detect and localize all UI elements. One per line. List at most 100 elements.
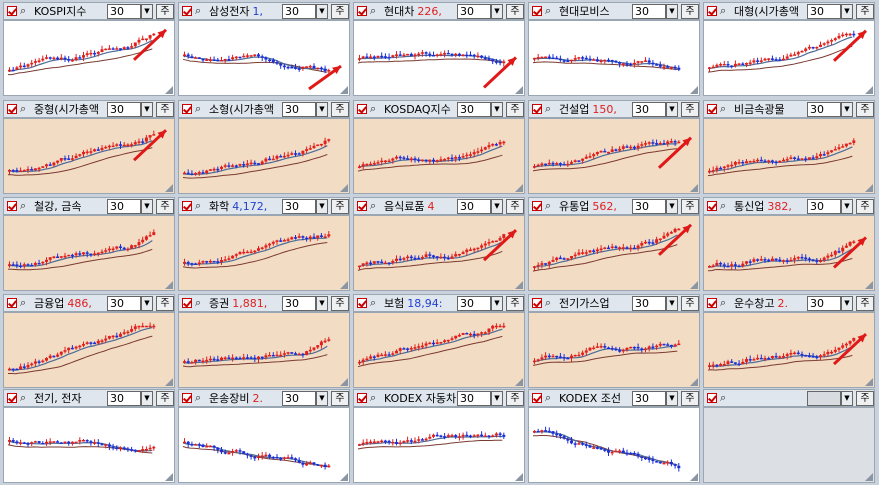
search-icon[interactable]: ⌕	[195, 102, 202, 115]
period-input[interactable]: 30	[107, 4, 141, 19]
resize-grip-icon[interactable]	[515, 281, 523, 289]
mini-chart[interactable]	[353, 20, 525, 96]
period-dropdown-icon[interactable]: ▼	[841, 102, 853, 117]
resize-grip-icon[interactable]	[165, 281, 173, 289]
period-input[interactable]: 30	[457, 4, 491, 19]
weekly-button[interactable]: 주	[506, 102, 524, 117]
checkbox[interactable]	[182, 298, 192, 308]
checkbox[interactable]	[7, 6, 17, 16]
resize-grip-icon[interactable]	[515, 86, 523, 94]
resize-grip-icon[interactable]	[865, 281, 873, 289]
weekly-button[interactable]: 주	[156, 102, 174, 117]
weekly-button[interactable]: 주	[331, 391, 349, 406]
checkbox[interactable]	[707, 104, 717, 114]
period-dropdown-icon[interactable]: ▼	[316, 4, 328, 19]
period-dropdown-icon[interactable]: ▼	[666, 4, 678, 19]
search-icon[interactable]: ⌕	[195, 296, 202, 309]
search-icon[interactable]: ⌕	[720, 102, 727, 115]
period-dropdown-icon[interactable]: ▼	[841, 296, 853, 311]
period-dropdown-icon[interactable]: ▼	[666, 296, 678, 311]
period-input[interactable]: 30	[107, 199, 141, 214]
period-dropdown-icon[interactable]: ▼	[491, 199, 503, 214]
mini-chart[interactable]	[3, 407, 175, 483]
resize-grip-icon[interactable]	[165, 378, 173, 386]
weekly-button[interactable]: 주	[156, 199, 174, 214]
search-icon[interactable]: ⌕	[545, 296, 552, 309]
period-dropdown-icon[interactable]: ▼	[316, 391, 328, 406]
resize-grip-icon[interactable]	[865, 473, 873, 481]
mini-chart[interactable]	[703, 312, 875, 388]
period-dropdown-icon[interactable]: ▼	[141, 199, 153, 214]
period-dropdown-icon[interactable]: ▼	[841, 391, 853, 406]
checkbox[interactable]	[707, 298, 717, 308]
period-dropdown-icon[interactable]: ▼	[666, 102, 678, 117]
period-input[interactable]: 30	[282, 296, 316, 311]
period-input[interactable]	[807, 391, 841, 406]
weekly-button[interactable]: 주	[331, 296, 349, 311]
period-input[interactable]: 30	[632, 102, 666, 117]
weekly-button[interactable]: 주	[506, 391, 524, 406]
period-dropdown-icon[interactable]: ▼	[666, 199, 678, 214]
period-input[interactable]: 30	[457, 199, 491, 214]
mini-chart[interactable]	[353, 215, 525, 291]
weekly-button[interactable]: 주	[156, 296, 174, 311]
checkbox[interactable]	[532, 104, 542, 114]
mini-chart[interactable]	[3, 118, 175, 194]
period-input[interactable]: 30	[107, 102, 141, 117]
mini-chart[interactable]	[178, 407, 350, 483]
weekly-button[interactable]: 주	[681, 296, 699, 311]
resize-grip-icon[interactable]	[690, 473, 698, 481]
search-icon[interactable]: ⌕	[545, 4, 552, 17]
checkbox[interactable]	[357, 201, 367, 211]
period-dropdown-icon[interactable]: ▼	[141, 296, 153, 311]
period-dropdown-icon[interactable]: ▼	[666, 391, 678, 406]
period-dropdown-icon[interactable]: ▼	[491, 296, 503, 311]
checkbox[interactable]	[707, 6, 717, 16]
resize-grip-icon[interactable]	[865, 378, 873, 386]
period-input[interactable]: 30	[107, 391, 141, 406]
mini-chart[interactable]	[178, 118, 350, 194]
weekly-button[interactable]: 주	[156, 391, 174, 406]
mini-chart[interactable]	[528, 407, 700, 483]
period-dropdown-icon[interactable]: ▼	[316, 102, 328, 117]
period-dropdown-icon[interactable]: ▼	[316, 296, 328, 311]
period-input[interactable]: 30	[807, 102, 841, 117]
resize-grip-icon[interactable]	[515, 184, 523, 192]
checkbox[interactable]	[182, 393, 192, 403]
checkbox[interactable]	[182, 6, 192, 16]
period-input[interactable]: 30	[107, 296, 141, 311]
mini-chart[interactable]	[3, 20, 175, 96]
period-dropdown-icon[interactable]: ▼	[491, 4, 503, 19]
checkbox[interactable]	[182, 104, 192, 114]
period-input[interactable]: 30	[282, 199, 316, 214]
checkbox[interactable]	[357, 393, 367, 403]
checkbox[interactable]	[532, 201, 542, 211]
checkbox[interactable]	[532, 298, 542, 308]
weekly-button[interactable]: 주	[856, 296, 874, 311]
resize-grip-icon[interactable]	[515, 378, 523, 386]
search-icon[interactable]: ⌕	[720, 391, 727, 404]
resize-grip-icon[interactable]	[690, 281, 698, 289]
weekly-button[interactable]: 주	[856, 391, 874, 406]
search-icon[interactable]: ⌕	[20, 102, 27, 115]
weekly-button[interactable]: 주	[856, 4, 874, 19]
period-input[interactable]: 30	[807, 296, 841, 311]
search-icon[interactable]: ⌕	[720, 199, 727, 212]
resize-grip-icon[interactable]	[165, 473, 173, 481]
period-input[interactable]: 30	[457, 391, 491, 406]
resize-grip-icon[interactable]	[165, 184, 173, 192]
period-input[interactable]: 30	[632, 4, 666, 19]
resize-grip-icon[interactable]	[340, 184, 348, 192]
mini-chart[interactable]	[703, 118, 875, 194]
period-dropdown-icon[interactable]: ▼	[491, 102, 503, 117]
weekly-button[interactable]: 주	[681, 4, 699, 19]
search-icon[interactable]: ⌕	[195, 199, 202, 212]
weekly-button[interactable]: 주	[506, 296, 524, 311]
period-dropdown-icon[interactable]: ▼	[141, 391, 153, 406]
mini-chart[interactable]	[178, 215, 350, 291]
period-dropdown-icon[interactable]: ▼	[491, 391, 503, 406]
resize-grip-icon[interactable]	[690, 184, 698, 192]
resize-grip-icon[interactable]	[340, 378, 348, 386]
weekly-button[interactable]: 주	[506, 4, 524, 19]
period-input[interactable]: 30	[282, 391, 316, 406]
